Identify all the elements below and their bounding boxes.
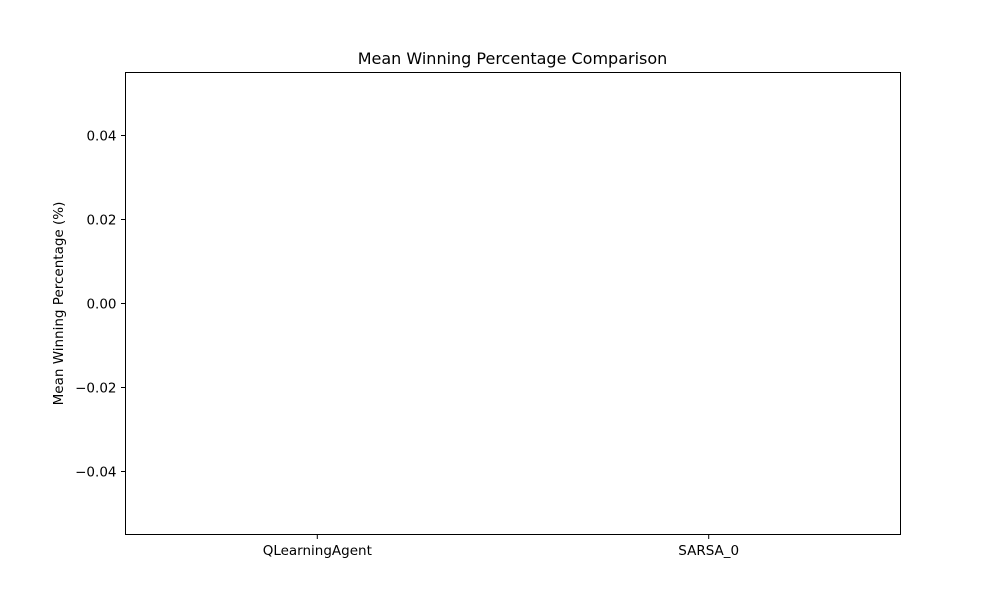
y-axis: −0.04 −0.02 0.00 0.02 0.04 [75,129,126,481]
x-tick-label: QLearningAgent [263,543,372,559]
y-tick-label: −0.02 [75,381,116,397]
y-tick-label: 0.04 [86,129,116,145]
y-tick-label: 0.02 [86,213,116,229]
y-axis-title: Mean Winning Percentage (%) [51,202,67,406]
y-tick-label: −0.04 [75,465,116,481]
x-axis: QLearningAgent SARSA_0 [263,534,739,559]
x-tick-label: SARSA_0 [678,543,739,559]
chart-title: Mean Winning Percentage Comparison [358,49,668,68]
plot-frame [125,72,901,535]
y-tick-label: 0.00 [86,297,116,313]
plot-area [125,72,901,535]
